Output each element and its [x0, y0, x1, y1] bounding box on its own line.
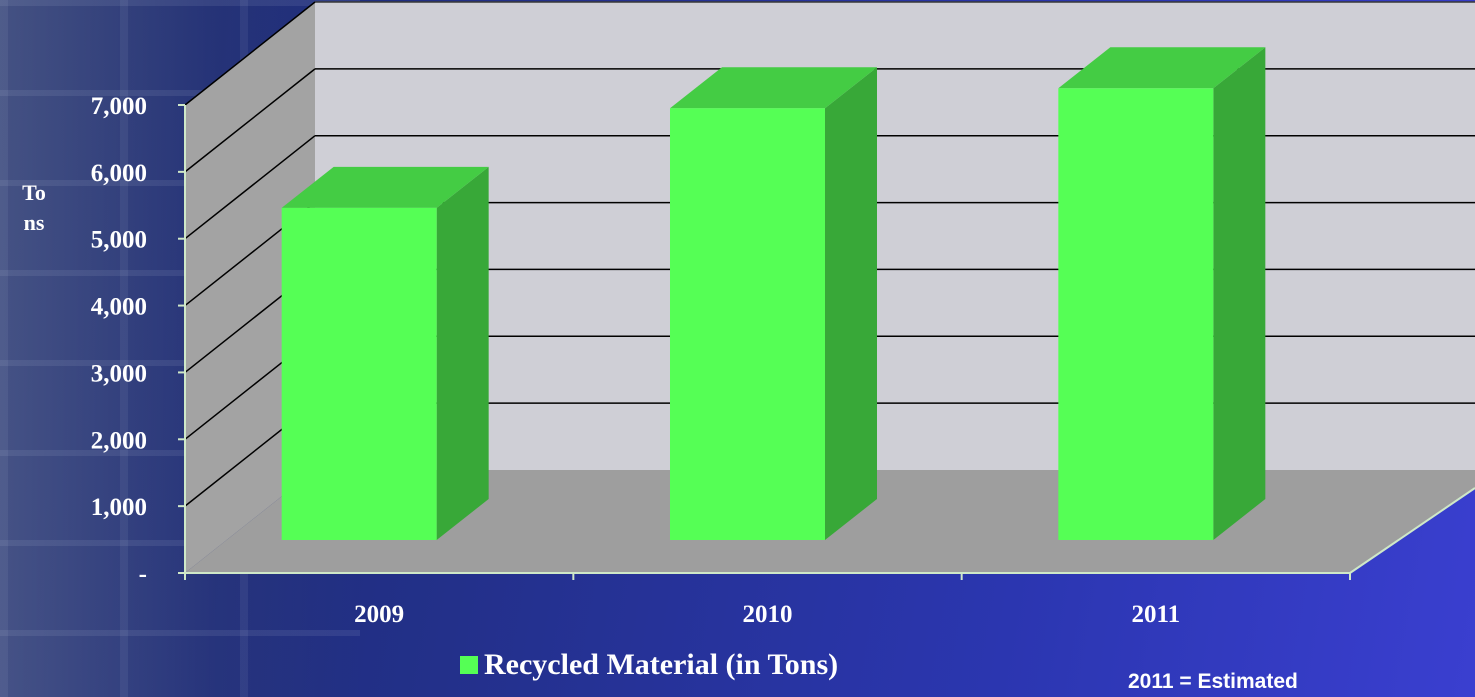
- y-tick-label: 1,000: [91, 494, 147, 521]
- estimate-note: 2011 = Estimated: [1128, 670, 1298, 693]
- y-tick-label: 7,000: [91, 93, 147, 120]
- bar-side: [436, 166, 489, 540]
- x-tick-label: 2011: [1132, 601, 1181, 628]
- bar-top: [1058, 47, 1266, 89]
- bar-front: [1058, 88, 1214, 541]
- legend-label: Recycled Material (in Tons): [484, 648, 839, 681]
- back-wall: [315, 2, 1475, 470]
- y-tick-label: 5,000: [91, 227, 147, 254]
- x-tick-label: 2009: [354, 601, 404, 628]
- bar-top: [281, 166, 489, 208]
- bar-top: [670, 67, 877, 109]
- bar-front: [670, 108, 825, 540]
- legend: Recycled Material (in Tons): [460, 648, 838, 682]
- bar-2011: [1058, 47, 1266, 541]
- bar-2010: [670, 67, 877, 540]
- gridline-side: [184, 68, 316, 173]
- y-tick-label: 4,000: [91, 294, 147, 321]
- y-tick-label: -: [139, 561, 147, 588]
- y-tick-label: 6,000: [91, 160, 147, 187]
- bar-side: [1213, 47, 1266, 541]
- y-tick-label: 3,000: [91, 360, 147, 387]
- bar-side: [825, 67, 877, 540]
- y-axis-label: Tons: [22, 180, 46, 235]
- y-tick-label: 2,000: [91, 427, 147, 454]
- gridline-side: [184, 135, 316, 240]
- x-tick-label: 2010: [743, 601, 793, 628]
- gridline-side: [184, 1, 316, 106]
- x-axis-depth-line: [1349, 487, 1475, 574]
- bar-front: [281, 207, 437, 540]
- bar-2009: [281, 166, 489, 540]
- legend-swatch: [460, 656, 478, 674]
